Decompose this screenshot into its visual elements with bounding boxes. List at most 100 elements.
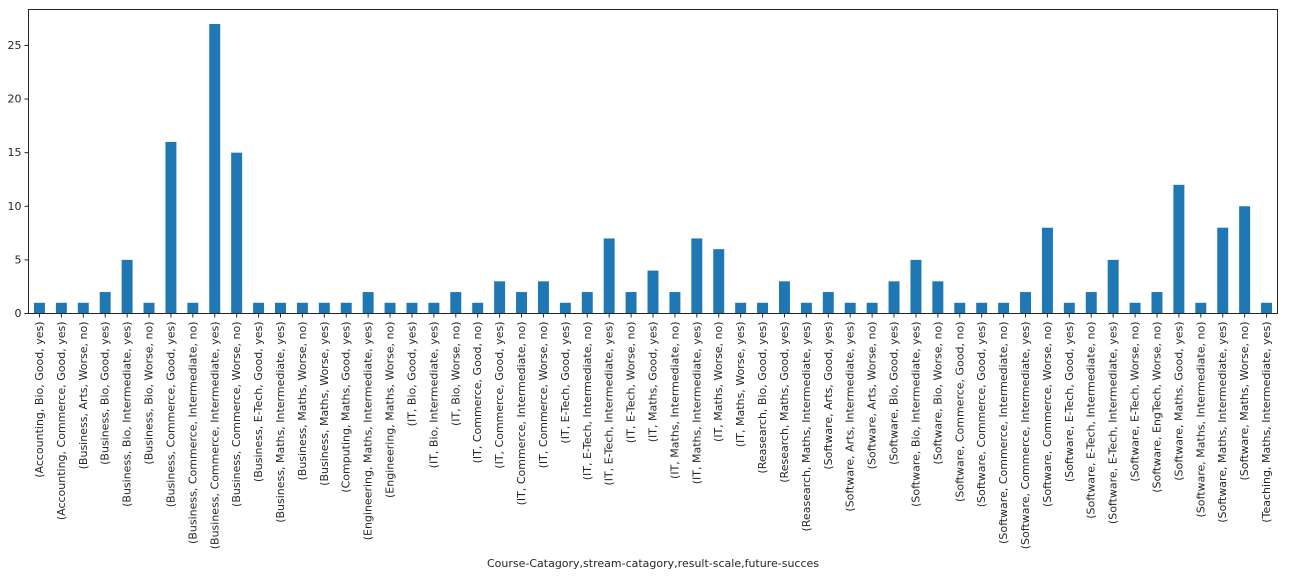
bar bbox=[77, 302, 89, 314]
bar bbox=[537, 281, 549, 314]
y-tick-label: 20 bbox=[8, 93, 22, 106]
bar bbox=[121, 259, 133, 314]
bar bbox=[1063, 302, 1075, 314]
bar bbox=[910, 259, 922, 314]
x-tick-label: (IT, Commerce, Intermediate, no) bbox=[515, 322, 528, 506]
bar bbox=[1239, 206, 1251, 314]
x-tick-label: (Business, Maths, Worse, yes) bbox=[318, 322, 331, 486]
x-tick-label: (IT, E-Tech, Good, yes) bbox=[559, 322, 572, 444]
bar bbox=[559, 302, 571, 314]
x-tick-label: (IT, Maths, Worse, no) bbox=[712, 322, 725, 442]
x-tick-label: (Business, Maths, Intermediate, yes) bbox=[274, 322, 287, 523]
bars-group bbox=[33, 23, 1273, 314]
y-tick-label: 10 bbox=[8, 200, 22, 213]
bar bbox=[691, 238, 703, 314]
bar bbox=[1020, 292, 1031, 314]
x-tick-label: (IT, Bio, Intermediate, yes) bbox=[427, 322, 440, 469]
x-tick-label: (Business, Commerce, Good, yes) bbox=[164, 322, 177, 508]
bar bbox=[494, 281, 506, 314]
x-tick-label: (Software, Arts, Intermediate, yes) bbox=[844, 322, 857, 512]
bar bbox=[954, 302, 966, 314]
x-tick-label: (IT, Maths, Intermediate, yes) bbox=[690, 322, 703, 485]
bar bbox=[187, 302, 199, 314]
y-tick-label: 15 bbox=[8, 146, 22, 159]
bar bbox=[143, 302, 155, 314]
x-tick-label: (IT, Commerce, Good, no) bbox=[471, 322, 484, 464]
bar bbox=[757, 302, 769, 314]
x-tick-label: (IT, Maths, Good, yes) bbox=[647, 322, 660, 443]
x-tick-label: (Software, Arts, Worse, no) bbox=[866, 322, 879, 470]
x-tick-label: (Accounting, Bio, Good, yes) bbox=[33, 322, 46, 478]
x-tick-label: (Software, Commerce, Good, no) bbox=[953, 322, 966, 502]
bar bbox=[844, 302, 856, 314]
bar bbox=[406, 302, 418, 314]
x-tick-label: (Business, Maths, Worse, no) bbox=[296, 322, 309, 481]
x-tick-label: (Reasearch, Maths, Intermediate, yes) bbox=[800, 322, 813, 532]
x-tick-label: (Teaching, Maths, Intermediate, yes) bbox=[1260, 322, 1273, 523]
bar bbox=[450, 292, 462, 314]
y-tick-label: 0 bbox=[15, 307, 22, 320]
bar bbox=[998, 302, 1010, 314]
x-tick-label: (Software, Commerce, Intermediate, no) bbox=[997, 322, 1010, 544]
x-tick-label: (Software, Maths, Intermediate, no) bbox=[1194, 322, 1207, 518]
x-tick-label: (Software, Arts, Good, yes) bbox=[822, 322, 835, 470]
x-axis-label: Course-Catagory,stream-catagory,result-s… bbox=[487, 557, 819, 570]
x-tick-label: (Engineering, Maths, Worse, no) bbox=[384, 322, 397, 499]
bar bbox=[866, 302, 878, 314]
x-tick-label: (Business, E-Tech, Good, yes) bbox=[252, 322, 265, 483]
bar bbox=[1217, 227, 1229, 314]
x-tick-label: (Software, EngTech, Worse, no) bbox=[1150, 322, 1163, 493]
bar bbox=[99, 292, 111, 314]
x-tick-label: (Software, Bio, Worse, no) bbox=[931, 322, 944, 465]
bar bbox=[581, 292, 593, 314]
x-tick-label: (Computing, Maths, Good, yes) bbox=[340, 322, 353, 493]
bar bbox=[1173, 184, 1185, 314]
bar bbox=[55, 302, 67, 314]
x-tick-label: (IT, Maths, Intermediate, no) bbox=[668, 322, 681, 479]
bar bbox=[713, 249, 725, 314]
bar bbox=[1195, 302, 1207, 314]
x-tick-label: (Software, Bio, Good, yes) bbox=[888, 322, 901, 465]
x-tick-label: (Accounting, Commerce, Good, yes) bbox=[55, 322, 68, 521]
x-tick-label: (IT, Commerce, Good, yes) bbox=[493, 322, 506, 469]
bar bbox=[800, 302, 812, 314]
x-tick-label: (Reasearch, Bio, Good, yes) bbox=[756, 322, 769, 474]
x-tick-label: (Business, Commerce, Worse, no) bbox=[230, 322, 243, 507]
y-axis: 0 5 10 15 20 25 bbox=[8, 39, 29, 320]
x-tick-label: (Engineering, Maths, Intermediate, yes) bbox=[362, 322, 375, 541]
y-tick-label: 25 bbox=[8, 39, 22, 52]
bar bbox=[165, 141, 177, 314]
x-tick-label: (Software, Maths, Good, yes) bbox=[1172, 322, 1185, 481]
bar bbox=[318, 302, 330, 314]
bar bbox=[33, 302, 45, 314]
bar bbox=[516, 292, 528, 314]
x-tick-label: (IT, Maths, Worse, yes) bbox=[734, 322, 747, 448]
x-tick-label: (IT, Bio, Good, yes) bbox=[405, 322, 418, 427]
bar bbox=[428, 302, 440, 314]
bar bbox=[888, 281, 900, 314]
x-tick-label: (Software, E-Tech, Intermediate, yes) bbox=[1107, 322, 1120, 525]
x-tick-label: (Business, Bio, Intermediate, yes) bbox=[121, 322, 134, 507]
bar bbox=[778, 281, 790, 314]
bar bbox=[625, 292, 637, 314]
x-tick-label: (IT, E-Tech, Worse, no) bbox=[625, 322, 638, 444]
x-tick-label: (Business, Bio, Good, yes) bbox=[99, 322, 112, 465]
x-tick-label: (Research, Maths, Good, yes) bbox=[778, 322, 791, 483]
x-tick-label: (Software, Commerce, Intermediate, yes) bbox=[1019, 322, 1032, 550]
bar bbox=[340, 302, 352, 314]
bar bbox=[603, 238, 615, 314]
bar bbox=[1261, 302, 1273, 314]
x-tick-label: (Software, E-Tech, Worse, no) bbox=[1129, 322, 1142, 482]
bar bbox=[1151, 292, 1163, 314]
bar bbox=[362, 292, 374, 314]
x-tick-label: (Business, Arts, Worse, no) bbox=[77, 322, 90, 470]
bar bbox=[253, 302, 265, 314]
x-tick-label: (Software, Maths, Worse, no) bbox=[1238, 322, 1251, 481]
x-tick-label: (Software, Commerce, Worse, no) bbox=[1041, 322, 1054, 507]
x-tick-label: (IT, E-Tech, Intermediate, yes) bbox=[603, 322, 616, 486]
x-tick-label: (Software, E-Tech, Good, yes) bbox=[1063, 322, 1076, 483]
x-tick-label: (Business, Bio, Worse, no) bbox=[143, 322, 156, 465]
x-tick-label: (IT, Commerce, Worse, no) bbox=[537, 322, 550, 469]
x-tick-label: (Business, Commerce, Intermediate, no) bbox=[186, 322, 199, 544]
